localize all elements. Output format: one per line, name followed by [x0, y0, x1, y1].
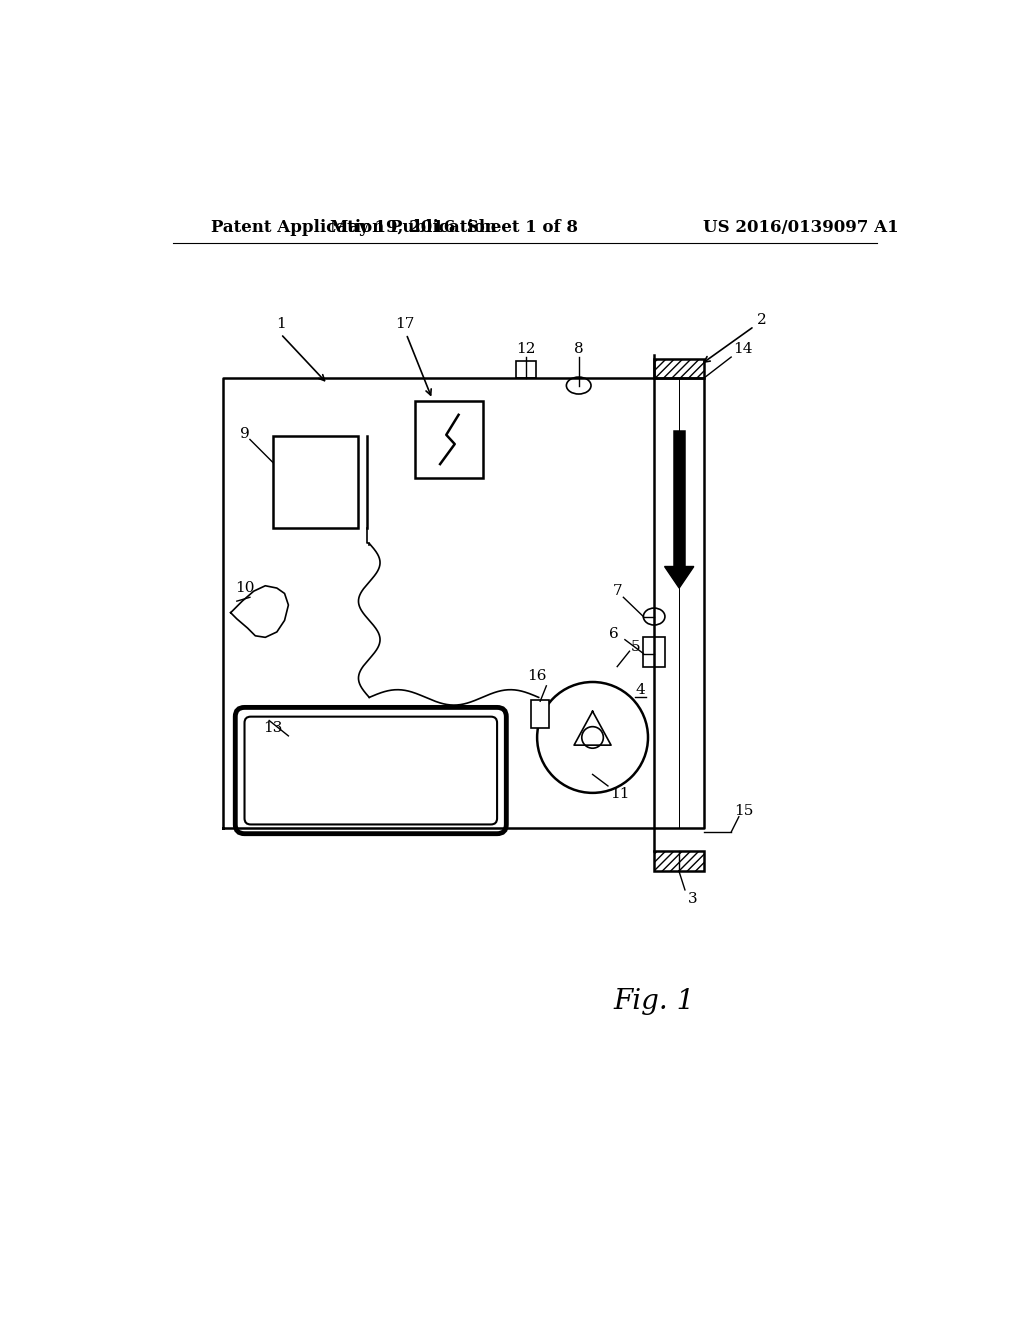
Text: 8: 8 — [573, 342, 584, 356]
Circle shape — [582, 726, 603, 748]
Bar — [643, 638, 665, 667]
Bar — [273, 436, 357, 528]
Text: 13: 13 — [263, 721, 283, 735]
Text: 2: 2 — [757, 313, 767, 327]
FancyBboxPatch shape — [236, 708, 506, 834]
Ellipse shape — [566, 378, 591, 395]
Text: 10: 10 — [234, 581, 254, 595]
Bar — [416, 401, 483, 478]
Text: US 2016/0139097 A1: US 2016/0139097 A1 — [702, 219, 898, 236]
Text: 17: 17 — [395, 317, 415, 331]
Ellipse shape — [643, 609, 665, 626]
Text: 6: 6 — [609, 627, 618, 642]
Text: May 19, 2016  Sheet 1 of 8: May 19, 2016 Sheet 1 of 8 — [330, 219, 578, 236]
Text: 1: 1 — [275, 317, 286, 331]
Text: 7: 7 — [612, 585, 622, 598]
Text: 11: 11 — [609, 787, 630, 801]
Text: 16: 16 — [527, 669, 547, 682]
Bar — [654, 851, 705, 871]
Bar — [515, 360, 536, 378]
FancyBboxPatch shape — [245, 717, 497, 825]
Circle shape — [538, 682, 648, 793]
Text: 4: 4 — [636, 682, 645, 697]
Text: 3: 3 — [688, 892, 697, 906]
Text: 12: 12 — [516, 342, 536, 356]
Bar — [654, 359, 705, 378]
Text: 14: 14 — [733, 342, 753, 356]
Text: 5: 5 — [631, 640, 640, 655]
Text: Fig. 1: Fig. 1 — [613, 989, 695, 1015]
Bar — [531, 701, 550, 729]
FancyArrow shape — [665, 566, 694, 589]
Text: Patent Application Publication: Patent Application Publication — [211, 219, 498, 236]
Text: 15: 15 — [734, 804, 754, 818]
Text: 9: 9 — [240, 428, 250, 441]
